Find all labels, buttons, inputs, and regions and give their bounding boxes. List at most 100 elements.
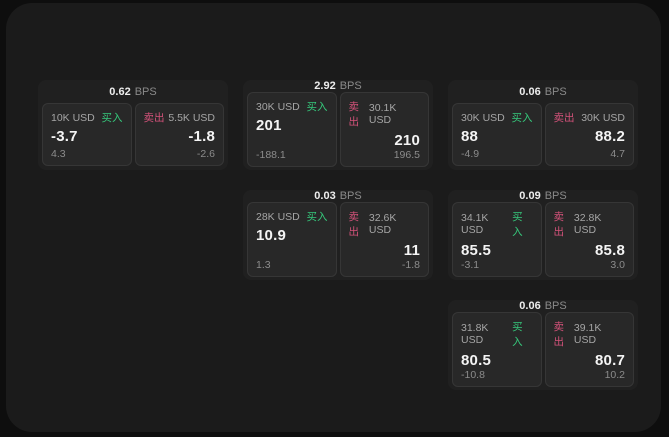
buy-delta: -188.1: [256, 149, 286, 161]
card-header: 0.06 BPS: [452, 80, 634, 103]
bps-value: 0.06: [519, 85, 541, 98]
sell-side-label: 卖出: [348, 211, 360, 238]
buy-sell-panels: 30K USD 买入 88 -4.9 卖出 30K USD 88.2 4.7: [452, 103, 634, 166]
buy-panel[interactable]: 34.1K USD 买入 85.5 -3.1: [452, 202, 542, 277]
sell-panel[interactable]: 卖出 32.8K USD 85.8 3.0: [544, 202, 634, 277]
sell-price: 88.2: [595, 128, 625, 145]
bps-value: 2.92: [314, 80, 336, 92]
bps-value: 0.03: [314, 190, 336, 202]
sell-side-label: 卖出: [553, 321, 565, 348]
buy-side-label: 买入: [511, 112, 533, 124]
sell-delta: 196.5: [393, 149, 420, 161]
buy-price: 10.9: [256, 227, 286, 244]
buy-delta: -4.9: [461, 148, 480, 160]
buy-side-label: 买入: [512, 211, 523, 238]
sell-size: 32.6K USD: [368, 212, 397, 236]
buy-panel-header: 10K USD 买入: [51, 110, 123, 125]
buy-size: 28K USD: [256, 210, 300, 223]
buy-delta: 4.3: [51, 148, 66, 160]
buy-panel[interactable]: 31.8K USD 买入 80.5 -10.8: [452, 312, 542, 387]
bps-value: 0.62: [109, 85, 131, 98]
buy-side-label: 买入: [512, 321, 523, 348]
sell-delta: -2.6: [196, 148, 215, 160]
buy-sell-panels: 28K USD 买入 10.9 1.3 卖出 32.6K USD 11 -1.8: [247, 202, 429, 277]
buy-size: 10K USD: [51, 111, 95, 124]
card-header: 2.92 BPS: [247, 80, 429, 92]
bps-value: 0.06: [519, 300, 541, 312]
app-surface: 0.62 BPS 10K USD 买入 -3.7 4.3 卖出 5.5K USD…: [6, 3, 661, 432]
card-header: 0.03 BPS: [247, 190, 429, 202]
sell-panel-header: 卖出 5.5K USD: [144, 110, 216, 125]
buy-panel-header: 28K USD 买入: [256, 209, 328, 224]
buy-size: 31.8K USD: [461, 322, 489, 346]
sell-price: 11: [403, 242, 420, 259]
sell-panel[interactable]: 卖出 32.6K USD 11 -1.8: [339, 202, 429, 277]
sell-price: 85.8: [595, 242, 625, 259]
buy-price: 80.5: [461, 352, 491, 369]
buy-panel[interactable]: 30K USD 买入 201 -188.1: [247, 92, 337, 167]
bps-unit-label: BPS: [134, 85, 157, 98]
buy-size: 30K USD: [256, 100, 300, 113]
buy-sell-panels: 30K USD 买入 201 -188.1 卖出 30.1K USD 210 1…: [247, 92, 429, 167]
sell-delta: -1.8: [401, 259, 420, 271]
buy-delta: -10.8: [461, 369, 485, 381]
sell-side-label: 卖出: [348, 101, 360, 128]
sell-size: 39.1K USD: [573, 322, 602, 346]
quote-card: 0.03 BPS 28K USD 买入 10.9 1.3 卖出 32.6K US…: [243, 190, 433, 280]
buy-panel-header: 30K USD 买入: [256, 99, 328, 114]
buy-delta: 1.3: [256, 259, 271, 271]
sell-price: 210: [394, 132, 420, 149]
sell-side-label: 卖出: [143, 112, 165, 124]
card-header: 0.06 BPS: [452, 300, 634, 312]
sell-panel-header: 卖出 32.6K USD: [349, 209, 421, 239]
buy-delta: -3.1: [461, 259, 480, 271]
sell-panel-header: 卖出 30K USD: [554, 110, 626, 125]
bps-unit-label: BPS: [339, 190, 362, 202]
bps-unit-label: BPS: [544, 85, 567, 98]
quote-card: 0.06 BPS 31.8K USD 买入 80.5 -10.8 卖出 39.1…: [448, 300, 638, 390]
buy-side-label: 买入: [306, 101, 328, 113]
buy-price: 88: [461, 128, 479, 145]
sell-delta: 10.2: [604, 369, 625, 381]
buy-side-label: 买入: [306, 211, 328, 223]
cards-grid: 0.62 BPS 10K USD 买入 -3.7 4.3 卖出 5.5K USD…: [38, 80, 638, 390]
quote-card: 0.62 BPS 10K USD 买入 -3.7 4.3 卖出 5.5K USD…: [38, 80, 228, 170]
buy-price: 85.5: [461, 242, 491, 259]
sell-panel-header: 卖出 32.8K USD: [554, 209, 626, 239]
buy-panel-header: 30K USD 买入: [461, 110, 533, 125]
sell-panel[interactable]: 卖出 30.1K USD 210 196.5: [339, 92, 429, 167]
buy-panel[interactable]: 10K USD 买入 -3.7 4.3: [42, 103, 132, 166]
sell-panel[interactable]: 卖出 39.1K USD 80.7 10.2: [544, 312, 634, 387]
sell-price: 80.7: [595, 352, 625, 369]
buy-panel-header: 34.1K USD 买入: [461, 209, 533, 239]
sell-side-label: 卖出: [553, 112, 575, 124]
sell-size: 5.5K USD: [168, 111, 215, 124]
bps-unit-label: BPS: [544, 300, 567, 312]
buy-side-label: 买入: [101, 112, 123, 124]
bps-value: 0.09: [519, 190, 541, 202]
bps-unit-label: BPS: [339, 80, 362, 92]
quote-card: 0.06 BPS 30K USD 买入 88 -4.9 卖出 30K USD 8…: [448, 80, 638, 170]
sell-size: 30.1K USD: [368, 102, 397, 126]
bps-unit-label: BPS: [544, 190, 567, 202]
sell-size: 30K USD: [581, 111, 625, 124]
buy-panel[interactable]: 28K USD 买入 10.9 1.3: [247, 202, 337, 277]
sell-panel-header: 卖出 30.1K USD: [349, 99, 421, 129]
buy-panel-header: 31.8K USD 买入: [461, 319, 533, 349]
quote-card: 2.92 BPS 30K USD 买入 201 -188.1 卖出 30.1K …: [243, 80, 433, 170]
sell-price: -1.8: [188, 128, 215, 145]
buy-size: 34.1K USD: [461, 212, 489, 236]
buy-price: 201: [256, 117, 282, 134]
buy-panel[interactable]: 30K USD 买入 88 -4.9: [452, 103, 542, 166]
buy-price: -3.7: [51, 128, 78, 145]
buy-sell-panels: 34.1K USD 买入 85.5 -3.1 卖出 32.8K USD 85.8…: [452, 202, 634, 277]
buy-sell-panels: 10K USD 买入 -3.7 4.3 卖出 5.5K USD -1.8 -2.…: [42, 103, 224, 166]
card-header: 0.09 BPS: [452, 190, 634, 202]
sell-delta: 4.7: [610, 148, 625, 160]
buy-size: 30K USD: [461, 111, 505, 124]
sell-panel-header: 卖出 39.1K USD: [554, 319, 626, 349]
sell-side-label: 卖出: [553, 211, 565, 238]
card-header: 0.62 BPS: [42, 80, 224, 103]
sell-panel[interactable]: 卖出 5.5K USD -1.8 -2.6: [134, 103, 224, 166]
sell-panel[interactable]: 卖出 30K USD 88.2 4.7: [544, 103, 634, 166]
